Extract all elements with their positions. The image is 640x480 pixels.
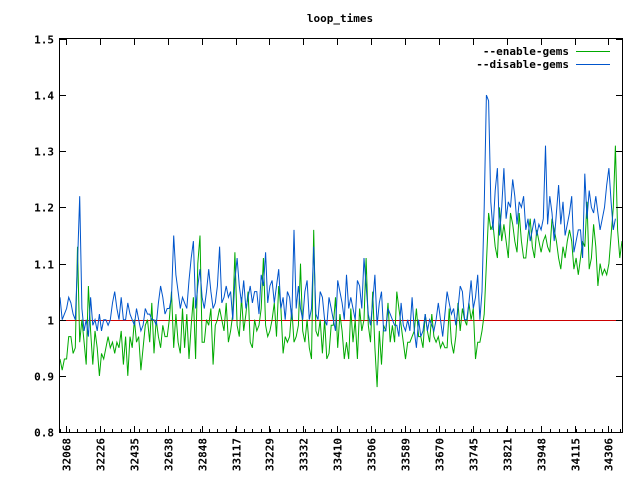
x-axis: 32068 32226 32435 32638 32848 33117 33229 33332… xyxy=(60,39,621,471)
legend-label: --enable-gems xyxy=(483,45,569,58)
x-tick-label: 32435 xyxy=(129,438,142,471)
x-tick-label: 32068 xyxy=(61,438,74,471)
x-tick-label: 33745 xyxy=(468,438,481,471)
x-tick-label: 32638 xyxy=(163,438,176,471)
legend: --enable-gems--disable-gems xyxy=(476,45,610,71)
y-axis: 0.8 0.9 1 1.1 1.2 1.3 1.4 1.5 xyxy=(34,34,622,440)
series-layer xyxy=(59,94,623,388)
x-tick-label: 33589 xyxy=(400,438,413,471)
x-tick-label: 33410 xyxy=(332,438,345,471)
x-tick-label: 32226 xyxy=(95,438,108,471)
y-tick-label: 0.9 xyxy=(34,371,54,384)
x-tick-label: 32848 xyxy=(197,438,210,471)
x-tick-label: 33821 xyxy=(502,438,515,471)
y-tick-label: 1.3 xyxy=(34,146,54,159)
y-tick-label: 1.4 xyxy=(34,90,54,103)
x-tick-label: 33506 xyxy=(366,438,379,471)
y-tick-label: 1.5 xyxy=(34,34,54,47)
y-tick-label: 1.2 xyxy=(34,202,54,215)
y-tick-label: 1.1 xyxy=(34,259,54,272)
y-tick-label: 0.8 xyxy=(34,427,54,440)
x-tick-label: 34306 xyxy=(603,438,616,471)
x-tick-label: 33948 xyxy=(536,438,549,471)
chart-title: loop_times xyxy=(307,12,373,25)
x-tick-label: 33229 xyxy=(264,438,277,471)
series-line-1 xyxy=(59,94,616,348)
x-tick-label: 34115 xyxy=(570,438,583,471)
x-tick-label: 33117 xyxy=(231,438,244,471)
x-tick-label: 33670 xyxy=(434,438,447,471)
x-tick-label: 33332 xyxy=(298,438,311,471)
plot-frame xyxy=(59,38,623,433)
series-line-0 xyxy=(59,145,623,388)
y-tick-label: 1 xyxy=(47,315,54,328)
legend-label: --disable-gems xyxy=(476,58,569,71)
